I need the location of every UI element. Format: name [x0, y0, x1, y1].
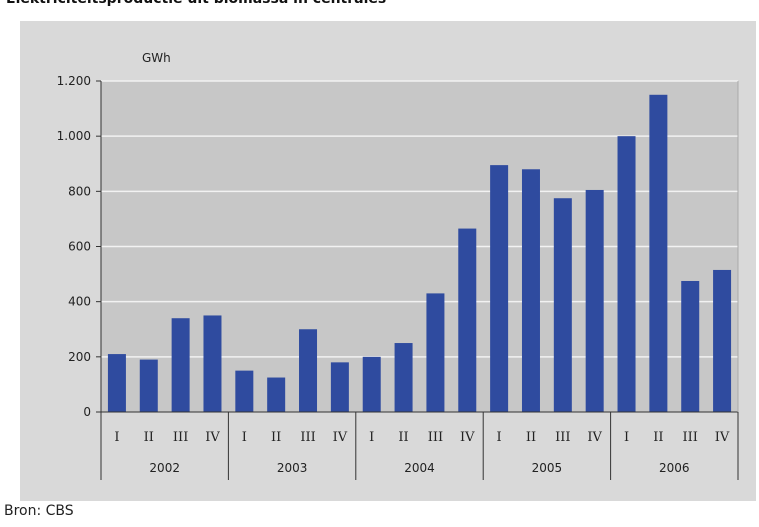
bar	[553, 198, 572, 412]
bar	[585, 189, 604, 412]
y-tick-label: 600	[68, 240, 91, 254]
y-tick-label: 1.200	[57, 74, 91, 88]
quarter-label: I	[242, 430, 247, 445]
bar	[107, 354, 126, 412]
quarter-label: II	[526, 430, 536, 445]
quarter-label: III	[555, 430, 570, 445]
y-axis-label: GWh	[142, 51, 171, 65]
bar	[203, 315, 222, 412]
quarter-label: II	[144, 430, 154, 445]
year-label: 2002	[149, 461, 180, 475]
quarter-label: III	[683, 430, 698, 445]
year-label: 2003	[277, 461, 308, 475]
quarter-label: II	[398, 430, 408, 445]
quarter-label: IV	[205, 430, 220, 445]
bar	[681, 280, 700, 412]
bar	[171, 318, 190, 412]
year-label: 2005	[532, 461, 563, 475]
bar	[299, 329, 318, 412]
quarter-label: II	[653, 430, 663, 445]
quarter-label: I	[497, 430, 502, 445]
quarter-label: IV	[587, 430, 602, 445]
bar	[649, 94, 668, 413]
bar	[330, 362, 349, 412]
quarter-label: I	[114, 430, 119, 445]
y-tick-label: 1.000	[57, 129, 91, 143]
chart-title: Elektriciteitsproductie uit biomassa in …	[6, 0, 746, 9]
quarter-label: IV	[715, 430, 730, 445]
quarter-label: I	[624, 430, 629, 445]
quarter-label: II	[271, 430, 281, 445]
bar	[490, 165, 509, 412]
bar	[139, 359, 158, 412]
bar	[458, 228, 477, 412]
quarter-label: I	[369, 430, 374, 445]
source-note: Bron: CBS	[4, 503, 74, 519]
year-label: 2004	[404, 461, 435, 475]
bar	[235, 370, 254, 412]
bar	[617, 136, 636, 412]
quarter-label: III	[300, 430, 315, 445]
y-tick-label: 800	[68, 184, 91, 198]
y-tick-label: 200	[68, 350, 91, 364]
year-label: 2006	[659, 461, 690, 475]
quarter-label: IV	[333, 430, 348, 445]
bar	[394, 343, 413, 412]
bar	[362, 356, 381, 412]
y-tick-label: 400	[68, 295, 91, 309]
y-tick-label: 0	[83, 405, 91, 419]
quarter-label: IV	[460, 430, 475, 445]
quarter-label: III	[173, 430, 188, 445]
bar	[521, 169, 540, 412]
bar	[713, 269, 732, 412]
bar	[426, 293, 445, 412]
quarter-label: III	[428, 430, 443, 445]
bar	[267, 377, 286, 412]
